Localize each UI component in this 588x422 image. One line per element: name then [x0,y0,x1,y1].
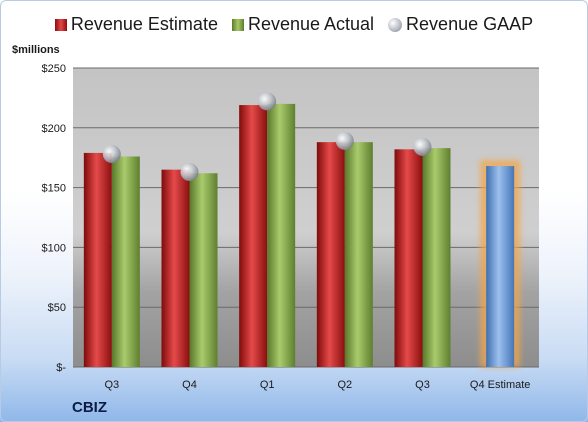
legend-label-estimate: Revenue Estimate [70,14,218,34]
bar-revenue-estimate [83,152,112,367]
marker-revenue-gaap [102,145,121,164]
bar-revenue-actual [344,142,373,367]
x-tick-label: Q3 [104,379,119,391]
legend-item-estimate: Revenue Estimate [54,14,218,35]
bars [83,103,521,368]
bar-revenue-actual [267,103,296,367]
bar-revenue-estimate-future [486,166,515,367]
marker-revenue-gaap [413,137,432,156]
legend-label-actual: Revenue Actual [247,14,375,34]
plot-area [73,68,539,367]
marker-revenue-gaap [258,92,277,111]
gaap-markers [102,92,432,182]
bar-revenue-estimate [316,142,345,367]
legend-item-gaap: Revenue GAAP [388,14,533,35]
y-tick-label: $50 [48,302,66,314]
company-name: CBIZ [72,399,107,416]
marker-revenue-gaap [335,131,354,150]
bar-revenue-actual [189,173,218,367]
bar-revenue-estimate [161,169,190,367]
chart-legend: Revenue Estimate Revenue Actual Revenue … [0,14,588,35]
x-tick-label: Q4 [182,379,197,391]
x-tick-label: Q1 [260,379,275,391]
bar-revenue-actual [422,148,451,367]
y-tick-label: $- [56,362,66,374]
legend-label-gaap: Revenue GAAP [406,14,534,34]
x-axis-ticks: Q3 Q4 Q1 Q2 Q3 Q4 Estimate [104,379,530,391]
y-axis-unit-label: $millions [12,44,60,56]
bar-revenue-actual [111,156,140,367]
legend-swatch-estimate [54,18,67,31]
gridlines [73,67,539,368]
x-tick-label: Q3 [415,379,430,391]
plot-background [73,68,539,367]
legend-marker-gaap [388,17,403,32]
y-tick-label: $200 [42,123,66,135]
y-tick-label: $100 [42,242,66,254]
legend-item-actual: Revenue Actual [231,14,375,35]
legend-swatch-actual [231,18,244,31]
y-tick-label: $150 [42,183,66,195]
x-tick-label: Q4 Estimate [470,379,531,391]
bar-revenue-estimate [394,149,423,367]
marker-revenue-gaap [180,163,199,182]
y-tick-label: $250 [42,63,66,75]
x-tick-label: Q2 [337,379,352,391]
bar-revenue-estimate [239,105,268,368]
y-axis-ticks: $- $50 $100 $150 $200 $250 [42,63,67,374]
